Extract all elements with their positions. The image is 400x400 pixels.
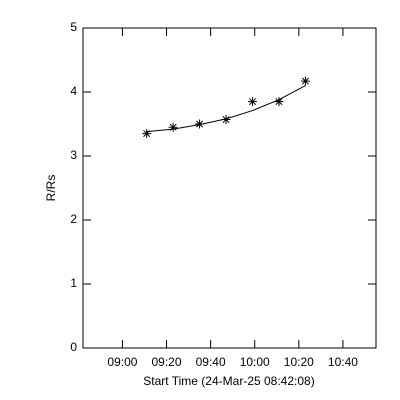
data-point <box>300 76 310 86</box>
data-point <box>142 129 152 139</box>
y-tick-label: 5 <box>70 20 77 34</box>
y-tick-label: 2 <box>70 212 77 226</box>
data-point <box>168 122 178 132</box>
plot-frame <box>82 27 377 349</box>
y-tick-label: 0 <box>70 340 77 354</box>
x-tick-label: 10:20 <box>284 355 314 369</box>
y-tick-label: 4 <box>70 84 77 98</box>
y-axis-label: R/Rs <box>44 175 58 202</box>
x-axis-label: Start Time (24-Mar-25 08:42:08) <box>143 374 314 388</box>
x-tick-label: 10:40 <box>328 355 358 369</box>
data-point <box>248 97 258 107</box>
x-tick-label: 09:00 <box>107 355 137 369</box>
y-tick-label: 1 <box>70 276 77 290</box>
data-point <box>195 119 205 129</box>
x-tick-label: 09:40 <box>196 355 226 369</box>
y-tick-label: 3 <box>70 148 77 162</box>
fit-line <box>146 85 306 133</box>
data-point <box>274 97 284 107</box>
x-tick-label: 10:00 <box>240 355 270 369</box>
data-point <box>221 115 231 125</box>
x-tick-label: 09:20 <box>151 355 181 369</box>
